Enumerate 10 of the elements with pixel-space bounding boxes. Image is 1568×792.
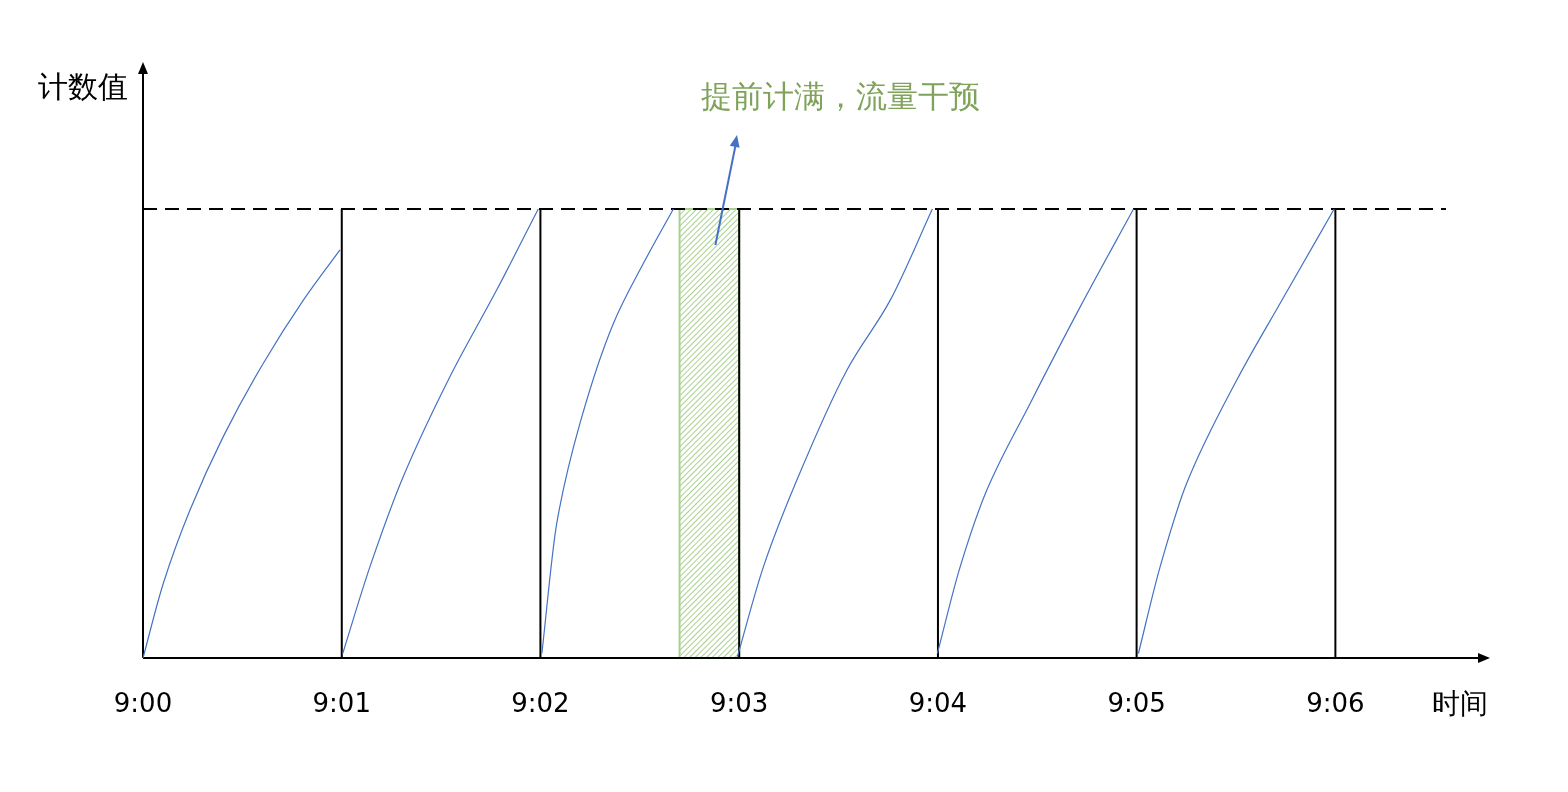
x-tick-label: 9:00 xyxy=(113,688,173,718)
x-tick-label: 9:03 xyxy=(709,688,769,718)
x-tick-label: 9:01 xyxy=(312,688,371,718)
x-tick-label: 9:02 xyxy=(511,688,570,718)
x-tick-label: 9:06 xyxy=(1306,688,1365,718)
y-axis-title: 计数值 xyxy=(38,69,128,104)
text: 提前计满，流量干预 xyxy=(700,78,980,114)
x-axis-title: 时间 xyxy=(1432,687,1488,720)
x-tick-label: 9:04 xyxy=(908,688,968,718)
x-tick-label: 9:05 xyxy=(1107,688,1166,718)
